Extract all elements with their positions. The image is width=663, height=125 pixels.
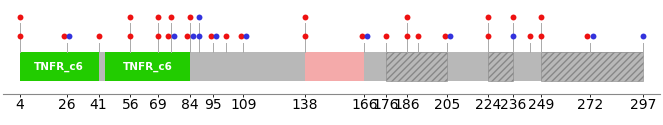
Bar xyxy=(20,52,99,81)
Point xyxy=(206,35,216,37)
Point xyxy=(362,35,373,37)
Point xyxy=(125,35,136,37)
Point xyxy=(508,16,518,18)
Point xyxy=(152,16,163,18)
Point xyxy=(185,16,196,18)
Bar xyxy=(386,52,448,81)
Point xyxy=(221,35,231,37)
Point xyxy=(536,35,546,37)
Point xyxy=(638,35,648,37)
Point xyxy=(125,16,136,18)
Point xyxy=(182,35,193,37)
Point xyxy=(58,35,69,37)
Point xyxy=(241,35,251,37)
Bar xyxy=(105,52,190,81)
Point xyxy=(412,35,423,37)
Bar xyxy=(20,52,643,81)
Text: TNFR_c6: TNFR_c6 xyxy=(123,61,172,72)
Point xyxy=(357,35,367,37)
Point xyxy=(152,35,163,37)
Point xyxy=(193,16,204,18)
Bar xyxy=(488,52,513,81)
Point xyxy=(381,35,391,37)
Point xyxy=(402,16,412,18)
Point xyxy=(15,35,25,37)
Point xyxy=(536,16,546,18)
Point xyxy=(440,35,450,37)
Point xyxy=(587,35,598,37)
Point xyxy=(235,35,246,37)
Point xyxy=(211,35,221,37)
Point xyxy=(93,35,104,37)
Point xyxy=(163,35,174,37)
Point xyxy=(188,35,198,37)
Point xyxy=(483,35,493,37)
Bar xyxy=(305,52,365,81)
Point xyxy=(300,35,310,37)
Point xyxy=(508,35,518,37)
Point xyxy=(300,16,310,18)
Point xyxy=(15,16,25,18)
Point xyxy=(582,35,593,37)
Bar xyxy=(541,52,643,81)
Point xyxy=(64,35,74,37)
Point xyxy=(193,35,204,37)
Point xyxy=(402,35,412,37)
Text: TNFR_c6: TNFR_c6 xyxy=(34,61,84,72)
Point xyxy=(483,16,493,18)
Point xyxy=(166,16,176,18)
Point xyxy=(168,35,179,37)
Point xyxy=(525,35,536,37)
Point xyxy=(445,35,455,37)
